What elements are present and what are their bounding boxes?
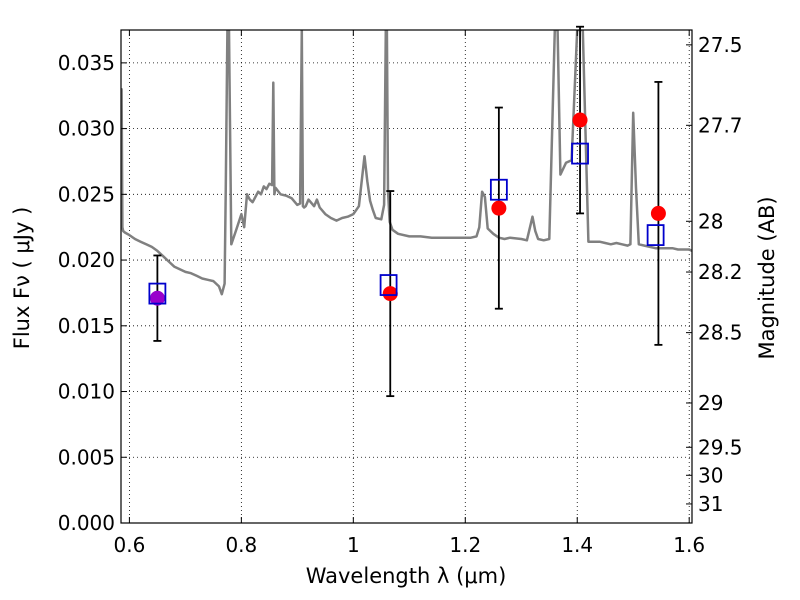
y-tick-label: 0.005	[58, 445, 115, 469]
observed-point	[650, 205, 666, 221]
observed-point	[149, 290, 165, 306]
observed-point	[382, 286, 398, 302]
y-tick-label: 0.010	[58, 380, 115, 404]
x-tick-label: 1	[347, 533, 360, 557]
model-photometry-square	[148, 282, 167, 305]
y-axis-label: Flux Fν ( μJy )	[10, 207, 34, 350]
right-tick-label: 29	[698, 391, 723, 415]
x-tick-label: 1.6	[673, 533, 705, 557]
series-layer	[121, 30, 692, 296]
y-tick-label: 0.035	[58, 51, 115, 75]
x-tick-label: 1.2	[449, 533, 481, 557]
x-tick-label: 0.8	[225, 533, 257, 557]
y-tick-label: 0.030	[58, 117, 115, 141]
y-tick-label: 0.015	[58, 314, 115, 338]
right-tick-label: 30	[698, 463, 723, 487]
x-tick-label: 1.4	[561, 533, 593, 557]
model-photometry-square	[571, 142, 589, 165]
observed-point	[572, 112, 588, 128]
model-photometry-square	[489, 178, 508, 201]
x-tick-label: 0.6	[113, 533, 145, 557]
right-tick-label: 27.7	[698, 113, 743, 137]
plot-frame	[120, 29, 693, 524]
observed-point	[491, 200, 507, 216]
x-axis-label: Wavelength λ (μm)	[306, 564, 507, 588]
right-tick-label: 28	[698, 209, 723, 233]
model-photometry-square	[646, 224, 665, 246]
marker-layer	[148, 25, 666, 398]
plot-background	[121, 30, 692, 523]
y-tick-label: 0.025	[58, 182, 115, 206]
y-tick-label: 0.020	[58, 248, 115, 272]
right-tick-label: 31	[698, 492, 723, 516]
y-tick-label: 0.000	[58, 511, 115, 535]
right-tick-label: 29.5	[698, 435, 743, 459]
ticks: 0.6 0.8 1 1.2 1.4 1.6 0.000 0.005 0.010 0.015 0.02…	[58, 30, 743, 557]
right-tick-label: 27.5	[698, 33, 743, 57]
model-photometry-square	[379, 274, 398, 296]
model-sed-line	[121, 30, 692, 296]
y-axis-right-label: Magnitude (AB)	[755, 196, 779, 359]
right-tick-label: 28.5	[698, 321, 743, 345]
right-tick-label: 28.2	[698, 260, 743, 284]
